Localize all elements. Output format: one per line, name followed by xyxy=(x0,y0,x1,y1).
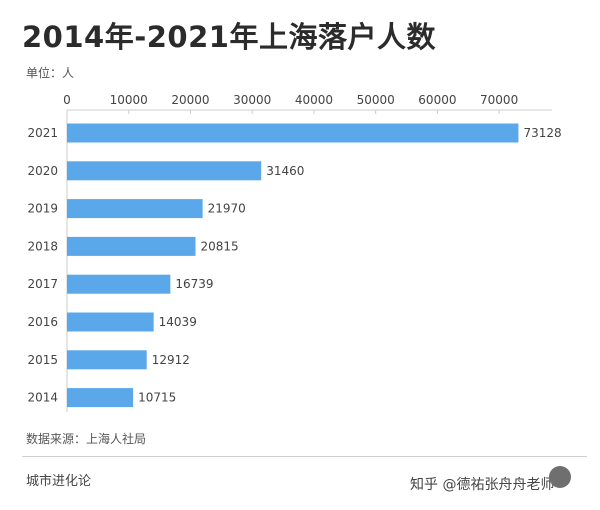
brand-logo-icon xyxy=(549,466,571,488)
x-tick-label: 30000 xyxy=(233,93,271,107)
bar xyxy=(67,312,154,332)
y-tick-label: 2018 xyxy=(27,239,58,253)
data-label: 21970 xyxy=(208,202,246,216)
y-tick-label: 2017 xyxy=(27,277,58,291)
y-tick-label: 2016 xyxy=(27,315,58,329)
data-label: 31460 xyxy=(266,164,304,178)
zhihu-watermark: 知乎 @德祐张舟舟老师 xyxy=(410,477,555,493)
chart-title: 2014年-2021年上海落户人数 xyxy=(22,20,436,54)
y-tick-label: 2015 xyxy=(27,353,58,367)
data-label: 16739 xyxy=(175,277,213,291)
bar xyxy=(67,123,519,143)
y-tick-label: 2014 xyxy=(27,391,58,405)
y-tick-label: 2021 xyxy=(27,126,58,140)
x-tick-label: 10000 xyxy=(110,93,148,107)
y-tick-label: 2019 xyxy=(27,202,58,216)
y-tick-label: 2020 xyxy=(27,164,58,178)
x-tick-label: 20000 xyxy=(171,93,209,107)
bar xyxy=(67,199,203,219)
x-tick-label: 60000 xyxy=(418,93,456,107)
footer-divider xyxy=(22,456,587,457)
data-label: 20815 xyxy=(200,239,238,253)
data-label: 12912 xyxy=(152,353,190,367)
x-tick-label: 0 xyxy=(63,93,71,107)
data-label: 73128 xyxy=(523,126,561,140)
bar xyxy=(67,161,262,181)
unit-label: 单位：人 xyxy=(26,66,75,80)
bar xyxy=(67,274,171,294)
bar xyxy=(67,350,147,370)
data-label: 10715 xyxy=(138,391,176,405)
x-tick-label: 40000 xyxy=(295,93,333,107)
data-source: 数据来源：上海人社局 xyxy=(26,432,147,446)
bar xyxy=(67,236,196,256)
x-tick-label: 50000 xyxy=(357,93,395,107)
bar xyxy=(67,388,134,408)
data-label: 14039 xyxy=(159,315,197,329)
x-tick-label: 70000 xyxy=(480,93,518,107)
brand-name: 城市进化论 xyxy=(26,474,92,489)
